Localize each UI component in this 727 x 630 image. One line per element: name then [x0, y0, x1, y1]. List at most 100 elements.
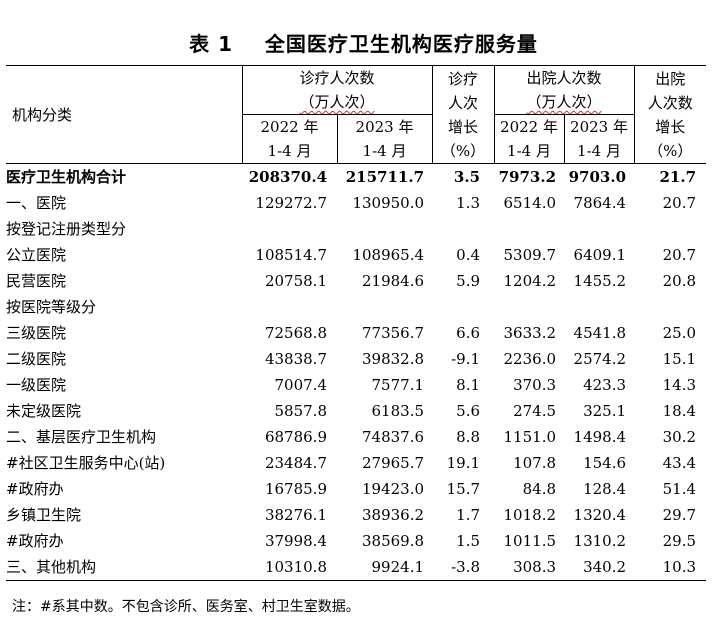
discharge-2022: 1204.2: [503, 272, 557, 290]
discharge-2022: 308.3: [494, 554, 565, 581]
service-volume-table: 机构分类 诊疗人次数 诊疗 人次 增长 （%） 出院人次数 出院 人次数 增长 …: [6, 65, 707, 581]
discharge-2023: 1498.4: [573, 428, 627, 446]
table-row: 医疗卫生机构合计 208370.4 215711.7 3.5 7973.2 97…: [6, 164, 706, 191]
visits-2022: 20758.1: [264, 272, 327, 290]
header-visits-2022-year: 2022 年: [241, 114, 337, 139]
table-row: 按登记注册类型分: [6, 216, 706, 242]
discharge-2023: 9703.0: [568, 168, 627, 186]
row-name: 医疗卫生机构合计: [6, 168, 127, 186]
visits-2022: 23484.7: [264, 454, 327, 472]
discharge-2022: [494, 294, 564, 320]
discharge-growth: 21.7: [659, 168, 697, 186]
header-category: 机构分类: [6, 65, 242, 164]
row-name: 乡镇卫生院: [6, 506, 82, 524]
row-name: 一、医院: [6, 194, 67, 212]
table-row: 乡镇卫生院 38276.1 38936.2 1.7 1018.2 1320.4 …: [6, 502, 706, 528]
discharge-2022: 1011.5: [503, 532, 557, 550]
table-row: #政府办 16785.9 19423.0 15.7 84.8 128.4 51.…: [6, 476, 706, 502]
discharge-2022: 7973.2: [498, 168, 557, 186]
header-discharge-2022-year: 2022 年: [493, 114, 565, 139]
discharge-2022: 5309.7: [503, 246, 557, 264]
header-discharge-growth: 出院 人次数 增长 （%）: [633, 65, 707, 164]
visits-2022: 68786.9: [264, 428, 327, 446]
header-visits-growth: 诊疗 人次 增长 （%）: [431, 65, 495, 164]
table-row: 三、其他机构 10310.8 9924.1 -3.8 308.3 340.2 1…: [6, 554, 707, 581]
row-name: 公立医院: [6, 246, 67, 264]
header-discharge-title: 出院人次数: [493, 65, 635, 90]
discharge-2023: 340.2: [564, 554, 635, 581]
visits-growth: 1.3: [456, 194, 481, 212]
discharge-2022: 370.3: [513, 376, 557, 394]
row-name: 按登记注册类型分: [6, 220, 127, 238]
visits-2023: 130950.0: [352, 194, 425, 212]
discharge-growth: [634, 294, 706, 320]
visits-2022: 10310.8: [242, 554, 337, 581]
visits-2023: 7577.1: [371, 376, 425, 394]
visits-2022: 72568.8: [264, 324, 327, 342]
discharge-2023: 1320.4: [573, 506, 627, 524]
table-row: #社区卫生服务中心(站) 23484.7 27965.7 19.1 107.8 …: [6, 450, 706, 476]
table-title: 表 1 全国医疗卫生机构医疗服务量: [189, 32, 538, 56]
table-footnote: 注：#系其中数。不包含诊所、医务室、村卫生室数据。: [12, 599, 360, 615]
header-visits-unit: （万人次）: [241, 90, 433, 115]
discharge-2023: [564, 216, 634, 242]
header-visits-2023-year: 2023 年: [336, 114, 433, 139]
discharge-growth: 29.5: [662, 532, 697, 550]
header-visits-2022-months: 1-4 月: [241, 139, 337, 164]
visits-2023: 38936.2: [361, 506, 425, 524]
visits-2022: 108514.7: [255, 246, 327, 264]
table-header: 机构分类 诊疗人次数 诊疗 人次 增长 （%） 出院人次数 出院 人次数 增长 …: [6, 65, 707, 164]
discharge-2022: 6514.0: [503, 194, 557, 212]
visits-2023: [337, 294, 432, 320]
row-name: 二级医院: [6, 350, 67, 368]
header-discharge-2023-year: 2023 年: [563, 114, 635, 139]
visits-2023: 21984.6: [361, 272, 425, 290]
discharge-growth: [634, 216, 706, 242]
table-row: 未定级医院 5857.8 6183.5 5.6 274.5 325.1 18.4: [6, 398, 706, 424]
visits-growth: 8.8: [456, 428, 481, 446]
discharge-growth: 30.2: [662, 428, 697, 446]
visits-2023: 215711.7: [345, 168, 425, 186]
table-row: 民营医院 20758.1 21984.6 5.9 1204.2 1455.2 2…: [6, 268, 706, 294]
visits-2022: 208370.4: [248, 168, 327, 186]
discharge-2023: [564, 294, 634, 320]
discharge-2023: 2574.2: [573, 350, 627, 368]
row-name: 二、基层医疗卫生机构: [6, 428, 157, 446]
visits-growth: -9.1: [451, 350, 481, 368]
discharge-2023: 6409.1: [573, 246, 627, 264]
table-row: 二级医院 43838.7 39832.8 -9.1 2236.0 2574.2 …: [6, 346, 706, 372]
discharge-growth: 43.4: [662, 454, 697, 472]
row-name: 民营医院: [6, 272, 67, 290]
discharge-growth: 14.3: [662, 376, 697, 394]
visits-2023: 74837.6: [361, 428, 425, 446]
row-name: #政府办: [6, 480, 64, 498]
discharge-2022: 1018.2: [503, 506, 557, 524]
discharge-2022: 107.8: [513, 454, 557, 472]
discharge-2023: 423.3: [583, 376, 627, 394]
discharge-growth: 20.8: [662, 272, 697, 290]
discharge-growth: 10.3: [634, 554, 707, 581]
visits-growth: [432, 216, 494, 242]
row-name: 三级医院: [6, 324, 67, 342]
visits-growth: 0.4: [456, 246, 481, 264]
visits-growth: -3.8: [432, 554, 495, 581]
discharge-2022: 3633.2: [503, 324, 557, 342]
discharge-growth: 15.1: [662, 350, 697, 368]
visits-2023: 6183.5: [371, 402, 425, 420]
discharge-2023: 325.1: [583, 402, 627, 420]
discharge-2023: 1310.2: [573, 532, 627, 550]
table-row: 公立医院 108514.7 108965.4 0.4 5309.7 6409.1…: [6, 242, 706, 268]
visits-growth: 6.6: [456, 324, 481, 342]
visits-2023: 19423.0: [361, 480, 425, 498]
header-discharge-unit: （万人次）: [493, 90, 635, 115]
header-discharge-2023-months: 1-4 月: [563, 139, 635, 164]
discharge-2022: 1151.0: [503, 428, 557, 446]
row-name: 一级医院: [6, 376, 67, 394]
table-row: 二、基层医疗卫生机构 68786.9 74837.6 8.8 1151.0 14…: [6, 424, 706, 450]
visits-growth: 5.9: [456, 272, 481, 290]
visits-growth: 3.5: [453, 168, 481, 186]
visits-2022: 129272.7: [255, 194, 327, 212]
table-row: 三级医院 72568.8 77356.7 6.6 3633.2 4541.8 2…: [6, 320, 706, 346]
discharge-growth: 51.4: [662, 480, 697, 498]
visits-2022: 37998.4: [264, 532, 327, 550]
